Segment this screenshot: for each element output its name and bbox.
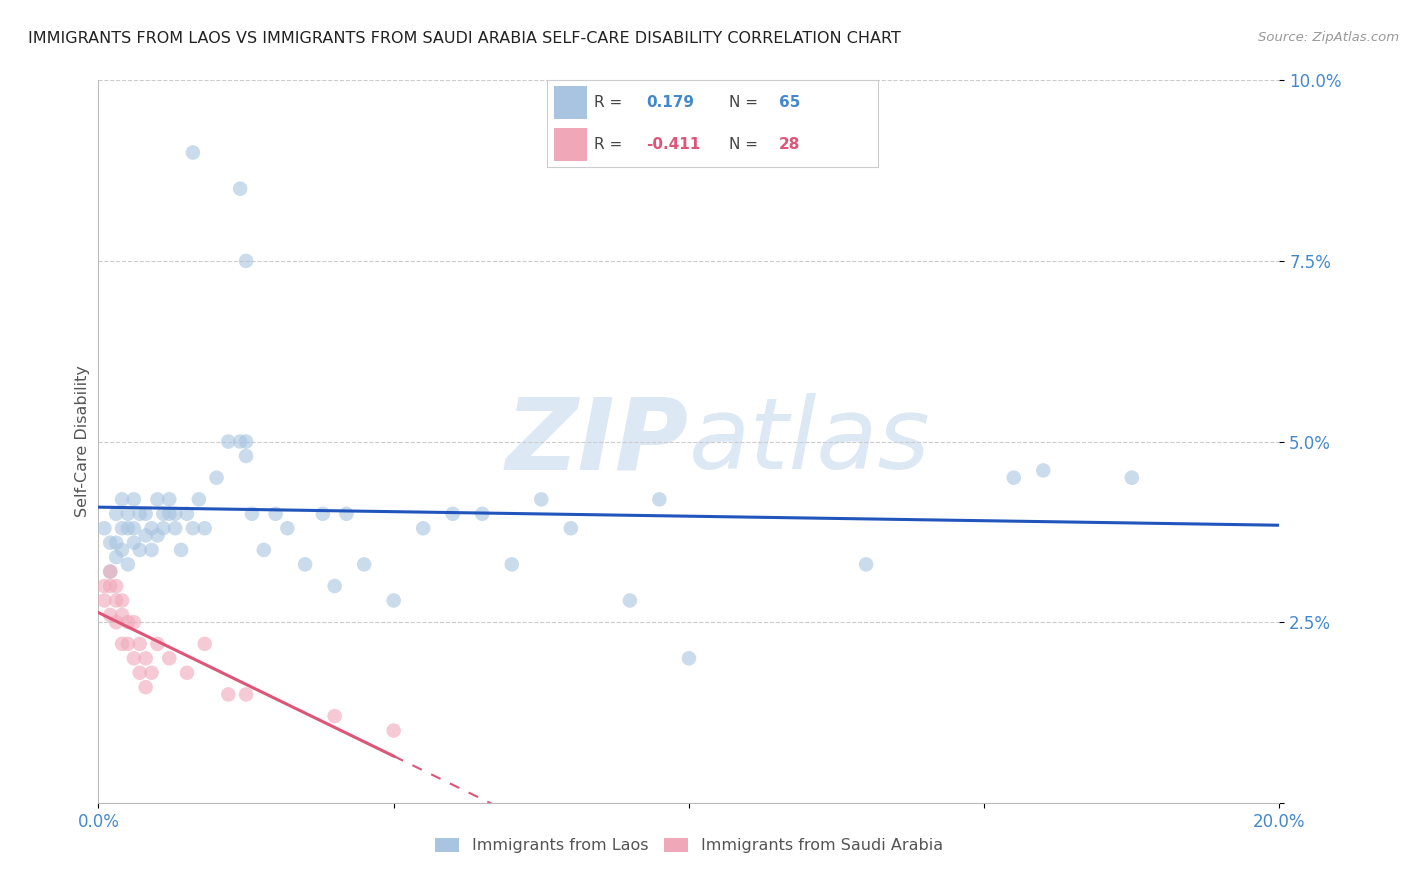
Point <box>128 637 150 651</box>
Point <box>187 492 209 507</box>
Point <box>412 521 434 535</box>
Point <box>105 550 128 565</box>
Point <box>135 651 157 665</box>
Point <box>678 651 700 665</box>
Text: atlas: atlas <box>689 393 931 490</box>
Point <box>98 565 121 579</box>
Point <box>353 558 375 572</box>
Point <box>382 593 405 607</box>
Point <box>235 687 257 701</box>
Point <box>122 651 145 665</box>
Point <box>111 492 134 507</box>
Point <box>111 542 134 557</box>
Point <box>181 521 204 535</box>
Point <box>501 558 523 572</box>
Point <box>165 521 187 535</box>
Point <box>253 542 276 557</box>
Point <box>176 665 198 680</box>
Point <box>122 535 145 549</box>
Text: IMMIGRANTS FROM LAOS VS IMMIGRANTS FROM SAUDI ARABIA SELF-CARE DISABILITY CORREL: IMMIGRANTS FROM LAOS VS IMMIGRANTS FROM … <box>28 31 901 46</box>
Point <box>122 521 145 535</box>
Point <box>93 579 115 593</box>
Point <box>1032 463 1054 477</box>
Point <box>264 507 287 521</box>
Point <box>530 492 553 507</box>
Point <box>294 558 316 572</box>
Point <box>93 593 115 607</box>
Point <box>323 579 346 593</box>
Point <box>152 507 174 521</box>
Point <box>157 507 180 521</box>
Point <box>382 723 405 738</box>
Point <box>335 507 357 521</box>
Point <box>135 507 157 521</box>
Point <box>128 665 150 680</box>
Point <box>98 607 121 622</box>
Point <box>146 528 169 542</box>
Point <box>111 607 134 622</box>
Point <box>560 521 582 535</box>
Point <box>128 542 150 557</box>
Point <box>194 521 217 535</box>
Point <box>105 579 128 593</box>
Point <box>111 637 134 651</box>
Point <box>105 593 128 607</box>
Point <box>276 521 298 535</box>
Point <box>135 680 157 694</box>
Point <box>471 507 494 521</box>
Point <box>141 521 163 535</box>
Point <box>441 507 464 521</box>
Point <box>170 542 193 557</box>
Point <box>98 579 121 593</box>
Point <box>141 665 163 680</box>
Point <box>117 507 139 521</box>
Point <box>128 507 150 521</box>
Point <box>122 615 145 630</box>
Y-axis label: Self-Care Disability: Self-Care Disability <box>75 366 90 517</box>
Point <box>1121 471 1143 485</box>
Point <box>235 434 257 449</box>
Point <box>312 507 335 521</box>
Point <box>619 593 641 607</box>
Point <box>181 145 204 160</box>
Point <box>98 565 121 579</box>
Point <box>141 542 163 557</box>
Point <box>1002 471 1025 485</box>
Text: ZIP: ZIP <box>506 393 689 490</box>
Point <box>240 507 263 521</box>
Point <box>152 521 174 535</box>
Point <box>157 651 180 665</box>
Point <box>205 471 228 485</box>
Point <box>229 434 252 449</box>
Point <box>117 521 139 535</box>
Point <box>93 521 115 535</box>
Point <box>855 558 877 572</box>
Point <box>229 182 252 196</box>
Point <box>194 637 217 651</box>
Point <box>235 254 257 268</box>
Point <box>217 687 239 701</box>
Point <box>117 637 139 651</box>
Point <box>235 449 257 463</box>
Point <box>98 535 121 549</box>
Point <box>117 558 139 572</box>
Point <box>176 507 198 521</box>
Point <box>135 528 157 542</box>
Legend: Immigrants from Laos, Immigrants from Saudi Arabia: Immigrants from Laos, Immigrants from Sa… <box>429 831 949 860</box>
Text: Source: ZipAtlas.com: Source: ZipAtlas.com <box>1258 31 1399 45</box>
Point <box>217 434 239 449</box>
Point <box>105 615 128 630</box>
Point <box>117 615 139 630</box>
Point <box>105 535 128 549</box>
Point <box>165 507 187 521</box>
Point <box>111 521 134 535</box>
Point <box>146 637 169 651</box>
Point <box>157 492 180 507</box>
Point <box>648 492 671 507</box>
Point <box>323 709 346 723</box>
Point <box>105 507 128 521</box>
Point <box>111 593 134 607</box>
Point <box>146 492 169 507</box>
Point <box>122 492 145 507</box>
